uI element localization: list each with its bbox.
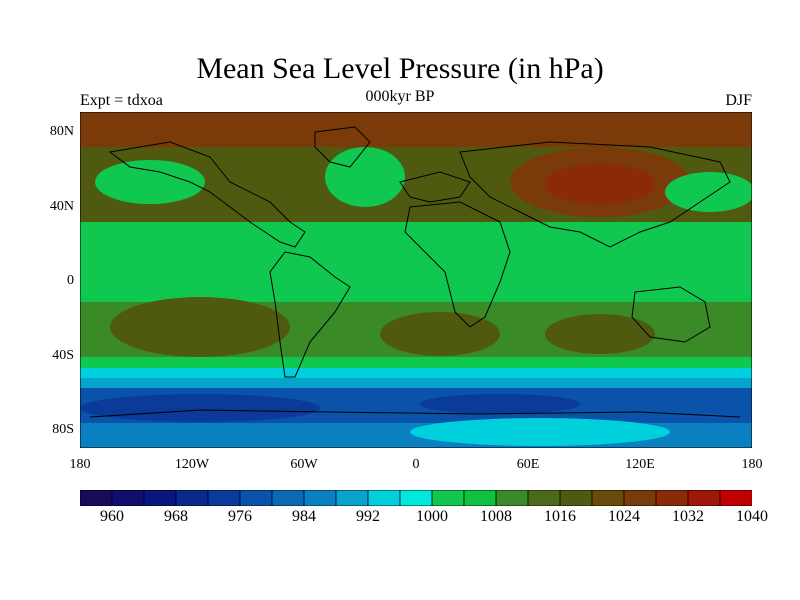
field-trough-core-1 (80, 394, 320, 422)
colorbar-swatch (463, 490, 497, 506)
colorbar-swatch (399, 490, 433, 506)
pressure-map (80, 112, 752, 448)
lat-label-0: 0 (67, 273, 74, 288)
colorbar-label: 976 (228, 508, 252, 525)
field-satl-high (380, 312, 500, 356)
colorbar-swatch (335, 490, 369, 506)
colorbar-label: 1024 (608, 508, 640, 525)
colorbar-swatch (591, 490, 625, 506)
colorbar-swatch (207, 490, 241, 506)
time-label: 000kyr BP (365, 88, 435, 105)
asia-outline (459, 141, 731, 248)
colorbar-swatch (495, 490, 529, 506)
colorbar-label: 968 (164, 508, 188, 525)
colorbar-swatch (431, 490, 465, 506)
field-equator (80, 232, 752, 292)
africa-outline (404, 201, 511, 328)
colorbar-label: 1040 (736, 508, 768, 525)
colorbar-swatch (143, 490, 177, 506)
colorbar-swatch (527, 490, 561, 506)
colorbar-swatch (623, 490, 657, 506)
colorbar-swatch (111, 490, 145, 506)
south-america-outline (269, 251, 351, 378)
greenland-outline (314, 126, 371, 168)
lon-label-180w: 180 (69, 457, 91, 472)
lon-label-60w: 60W (290, 457, 318, 472)
colorbar-swatch (719, 490, 752, 506)
lat-label-80s: 80S (52, 422, 74, 437)
field-south-gradient-2 (80, 378, 752, 388)
field-sind-high (545, 314, 655, 354)
colorbar-swatch (687, 490, 721, 506)
europe-outline (399, 171, 471, 203)
colorbar-swatch (655, 490, 689, 506)
lon-label-0: 0 (412, 457, 420, 472)
colorbar-label: 960 (100, 508, 124, 525)
colorbar-label: 984 (292, 508, 316, 525)
australia-outline (631, 286, 711, 343)
antarctica-outline (89, 409, 741, 418)
colorbar-label: 1032 (672, 508, 704, 525)
lon-label-60e: 60E (516, 457, 540, 472)
colorbar-label: 1000 (416, 508, 448, 525)
colorbar-swatch (239, 490, 273, 506)
coastlines (89, 126, 741, 418)
field-siberian-core (545, 164, 655, 204)
colorbar-swatch (175, 490, 209, 506)
lon-label-180e: 180 (741, 457, 763, 472)
field-antarctic-high (410, 418, 670, 446)
field-aleutian-low (95, 160, 205, 204)
lon-label-120w: 120W (174, 457, 210, 472)
colorbar-label: 992 (356, 508, 380, 525)
season-label: DJF (725, 92, 752, 109)
colorbar-label: 1008 (480, 508, 512, 525)
lon-label-120e: 120E (625, 457, 655, 472)
north-america-outline (108, 141, 306, 248)
colorbar-swatch (303, 490, 337, 506)
field-north-polar (80, 112, 752, 147)
colorbar (80, 490, 752, 506)
map-canvas (80, 112, 752, 448)
experiment-label: Expt = tdxoa (80, 92, 163, 109)
field-npac-low (665, 172, 752, 212)
field-icelandic-low (325, 147, 405, 207)
field-spac-high (110, 297, 290, 357)
colorbar-swatch (80, 490, 113, 506)
colorbar-label: 1016 (544, 508, 576, 525)
lat-label-80n: 80N (49, 124, 74, 139)
lat-label-40n: 40N (49, 199, 74, 214)
colorbar-swatch (559, 490, 593, 506)
colorbar-swatch (367, 490, 401, 506)
lat-label-40s: 40S (52, 348, 74, 363)
field-south-gradient-1 (80, 368, 752, 378)
map-title: Mean Sea Level Pressure (in hPa) (196, 52, 604, 85)
field-trough-core-2 (420, 394, 580, 414)
colorbar-swatch (271, 490, 305, 506)
